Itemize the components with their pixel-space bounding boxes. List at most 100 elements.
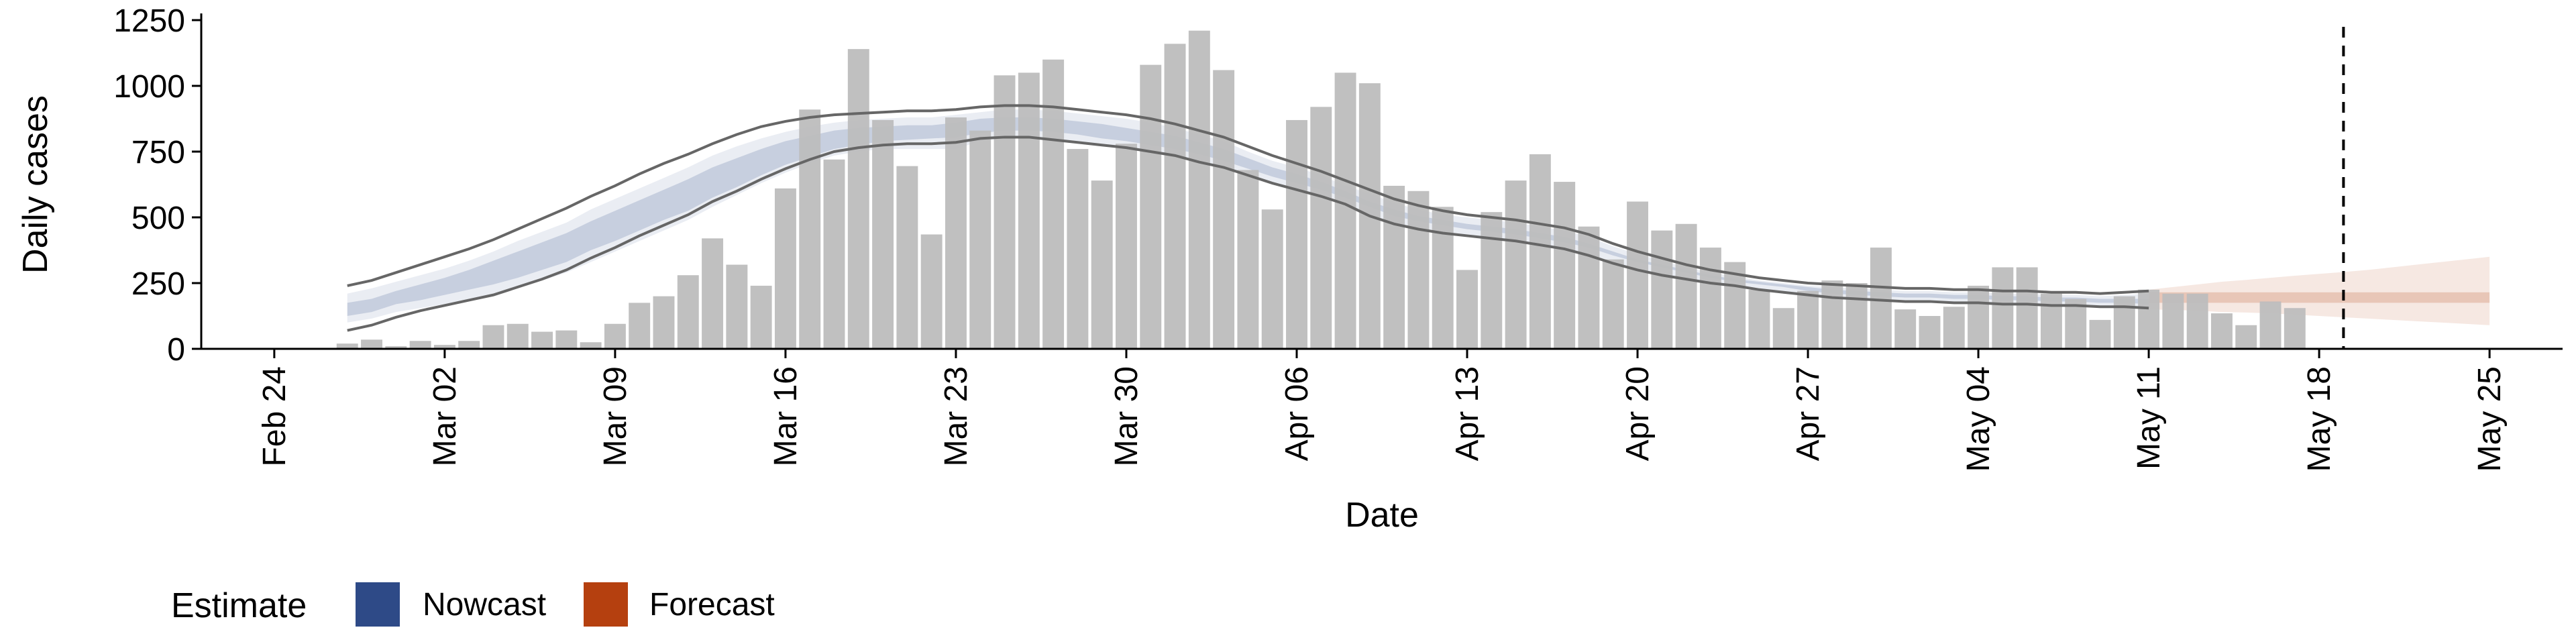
x-tick-label: Mar 09 (598, 366, 633, 466)
bar (1140, 64, 1162, 349)
bar (482, 325, 504, 349)
x-axis-ticks: Feb 24 Mar 02 Mar 09 Mar 16 Mar 23 Mar 30 Apr … (257, 349, 2508, 472)
y-axis-label: Daily cases (16, 95, 55, 274)
x-tick-label: May 11 (2131, 366, 2167, 470)
bar (1968, 285, 1990, 349)
bar (1456, 270, 1478, 349)
y-tick-label: 500 (131, 201, 185, 236)
bar (653, 296, 675, 349)
bar (896, 166, 918, 349)
legend-label-forecast: Forecast (649, 587, 775, 623)
bar (555, 330, 578, 349)
axes (200, 13, 2563, 350)
bar (2284, 308, 2306, 349)
bar (2138, 289, 2160, 349)
bar (1627, 201, 1648, 349)
bar (702, 238, 724, 349)
bar (580, 342, 602, 349)
bar (1116, 144, 1137, 350)
x-tick-label: Apr 20 (1620, 366, 1656, 461)
bar (531, 331, 553, 349)
bar (433, 345, 455, 349)
bar (1067, 149, 1089, 349)
x-tick-label: Mar 02 (427, 366, 463, 466)
bar (1821, 280, 1843, 349)
bar (1091, 180, 1113, 349)
bar (1748, 289, 1770, 349)
bar (920, 234, 943, 349)
bar (2113, 296, 2135, 349)
bar (1529, 154, 1551, 350)
bar (1651, 230, 1673, 349)
legend-swatch-forecast (584, 582, 628, 627)
bar (1602, 259, 1624, 349)
bar (2259, 301, 2282, 349)
bar (823, 159, 845, 349)
x-tick-label: Mar 23 (938, 366, 974, 466)
legend-label-nowcast: Nowcast (423, 587, 546, 623)
nowcast-upper-line (347, 104, 2149, 295)
bar (1383, 185, 1405, 349)
bar (1554, 182, 1576, 349)
bar (409, 341, 431, 349)
bar (1310, 107, 1332, 350)
bar (1042, 59, 1065, 350)
bar (1286, 119, 1307, 349)
bar (994, 75, 1016, 349)
x-tick-label: May 25 (2472, 366, 2508, 472)
bar (2065, 299, 2087, 349)
bar (872, 119, 894, 349)
y-tick-label: 750 (131, 135, 185, 170)
bar (2235, 325, 2257, 349)
legend: Estimate Nowcast Forecast (171, 582, 775, 627)
legend-swatch-nowcast (356, 582, 400, 627)
bar (506, 323, 529, 349)
x-tick-label: Mar 30 (1109, 366, 1144, 466)
bar (1919, 316, 1941, 349)
bar (1164, 44, 1186, 349)
x-axis-label: Date (1345, 496, 1419, 535)
bar (1675, 223, 1697, 349)
bar (969, 130, 991, 349)
nowcast-lower-line (347, 136, 2149, 332)
bar (1334, 72, 1356, 350)
bar (799, 109, 821, 349)
nowcast-outline-lines (347, 104, 2149, 332)
bar (1699, 248, 1721, 349)
y-tick-label: 1250 (113, 3, 185, 39)
bar (1845, 283, 1868, 349)
bar (458, 341, 480, 349)
bar (1992, 267, 2014, 349)
y-tick-label: 250 (131, 266, 185, 302)
bar (1213, 70, 1235, 349)
bar (1724, 262, 1746, 349)
bar (1407, 191, 1430, 349)
y-tick-label: 1000 (113, 69, 185, 105)
forecast-50-band (2149, 292, 2490, 303)
bar (945, 117, 967, 350)
bar (2089, 319, 2111, 349)
forecast-90-band (2149, 256, 2490, 325)
bar (604, 323, 626, 349)
bar (385, 346, 407, 349)
daily-case-bars (336, 30, 2306, 350)
bar (1237, 170, 1259, 349)
bar (2186, 293, 2208, 349)
bar (1943, 307, 1965, 349)
bar (1772, 308, 1794, 349)
bar (1505, 180, 1527, 349)
x-tick-label: Apr 13 (1450, 366, 1485, 461)
bar (847, 49, 869, 350)
y-axis-ticks: 0 250 500 750 1000 1250 (113, 3, 201, 368)
bar (1188, 30, 1210, 350)
bar (336, 343, 358, 349)
y-tick-label: 0 (167, 332, 185, 368)
bar (2162, 293, 2184, 349)
bar (774, 188, 796, 349)
bar (1894, 309, 1917, 349)
legend-title: Estimate (171, 586, 307, 625)
bar (1870, 248, 1892, 349)
x-tick-label: May 04 (1961, 366, 1996, 472)
x-tick-label: Feb 24 (257, 366, 292, 466)
bar (750, 285, 772, 349)
